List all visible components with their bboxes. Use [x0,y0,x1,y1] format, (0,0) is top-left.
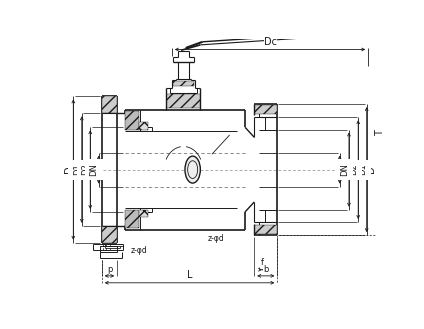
Bar [255,105,276,114]
Text: D: D [366,166,376,173]
Text: Dc: Dc [264,37,276,47]
Bar [100,246,117,252]
Text: p: p [107,265,112,273]
Bar [173,81,194,87]
Text: b: b [263,265,268,273]
Text: z-φd: z-φd [207,234,224,243]
Bar [102,96,117,114]
Text: D1: D1 [73,164,82,175]
Text: T: T [375,131,385,136]
Text: D2: D2 [349,164,358,175]
Bar [125,210,139,228]
Text: D: D [64,166,74,173]
Text: f: f [260,258,263,267]
Text: L: L [187,270,192,281]
Text: z-φd: z-φd [131,246,147,255]
Text: DN: DN [340,163,349,176]
Text: DN: DN [89,163,99,176]
Ellipse shape [185,156,201,183]
Bar [102,226,117,243]
Bar [255,225,276,234]
Text: D2: D2 [81,164,90,175]
Bar [167,94,200,108]
Text: D1: D1 [358,164,367,175]
Bar [139,122,148,130]
Bar [125,111,139,130]
Bar [139,210,148,217]
